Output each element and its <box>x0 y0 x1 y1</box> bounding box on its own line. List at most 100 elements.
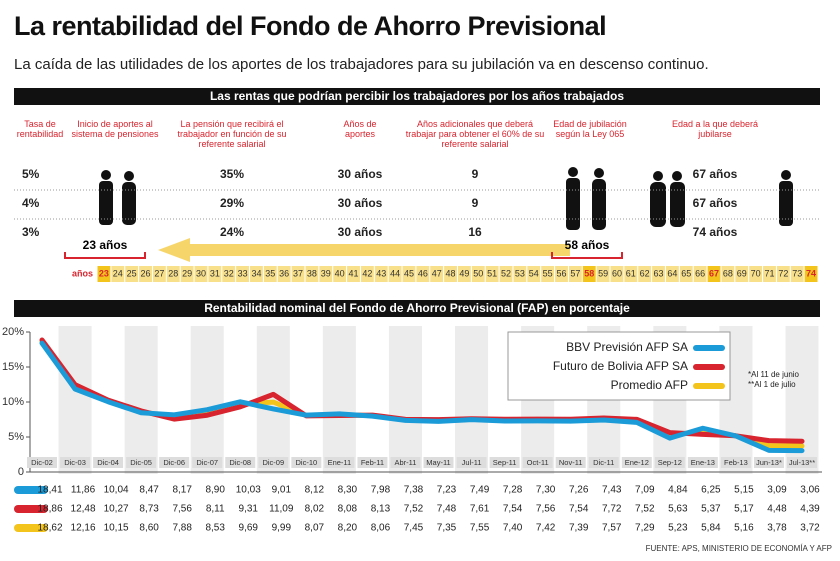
age-cell <box>485 266 499 282</box>
age-cell <box>499 266 513 282</box>
note: *Al 11 de junio <box>748 370 800 379</box>
series-line <box>39 340 805 454</box>
value-label: 7,88 <box>172 523 192 534</box>
age-cell <box>776 266 790 282</box>
value-label: 8,02 <box>305 504 325 515</box>
age: 67 <box>709 268 719 278</box>
age: 62 <box>640 268 650 278</box>
category-box <box>357 457 388 468</box>
age-cell <box>333 266 347 282</box>
x-tick-label: Jun-13* <box>756 458 782 467</box>
x-tick-label: Dic-02 <box>31 458 53 467</box>
y-tick-label: 0 <box>18 466 24 478</box>
value-label: 8,73 <box>139 504 159 515</box>
age-cell <box>416 266 430 282</box>
x-tick-label: Oct-11 <box>527 458 549 467</box>
x-tick-label: Sep-11 <box>493 458 517 467</box>
age-cell <box>277 266 291 282</box>
x-tick-label: Dic-05 <box>130 458 152 467</box>
value-label: 5,63 <box>668 504 688 515</box>
category-box <box>621 457 652 468</box>
silhouettes <box>99 167 793 230</box>
x-tick-label: Ene-13 <box>691 458 715 467</box>
age: 60 <box>612 268 622 278</box>
column-header: Edad a la que deberá jubilarse <box>671 119 759 139</box>
x-tick-label: Feb-11 <box>361 458 384 467</box>
column-header: Años de aportes <box>343 119 377 139</box>
category-box <box>93 457 124 468</box>
value-label: 4,39 <box>800 504 820 515</box>
age-cell <box>707 266 721 282</box>
age-cell <box>305 266 319 282</box>
section-title: Las rentas que podrían percibir los trab… <box>210 89 624 103</box>
age-cell <box>111 266 125 282</box>
age: 32 <box>224 268 234 278</box>
category-box <box>588 457 619 468</box>
age-cell <box>638 266 652 282</box>
age-axis-label: años <box>72 268 93 278</box>
value-label: 7,56 <box>536 504 556 515</box>
column-header: Tasa de rentabilidad <box>16 119 64 139</box>
age-cell <box>125 266 139 282</box>
table-cell: 74 años <box>693 225 738 239</box>
legend-label: BBV Previsión AFP SA <box>566 340 688 354</box>
age: 33 <box>238 268 248 278</box>
age: 28 <box>168 268 178 278</box>
table-cell: 67 años <box>693 196 738 210</box>
age: 31 <box>210 268 220 278</box>
subtitle: La caída de las utilidades de los aporte… <box>14 56 709 73</box>
age-cell <box>513 266 527 282</box>
age-cell <box>97 266 111 282</box>
value-label: 7,26 <box>569 485 589 496</box>
value-label: 10,15 <box>104 523 129 534</box>
age-cell <box>139 266 152 282</box>
value-label: 8,06 <box>371 523 391 534</box>
age: 56 <box>556 268 566 278</box>
value-label: 7,54 <box>569 504 589 515</box>
band <box>455 326 489 474</box>
age-cell <box>374 266 388 282</box>
value-label: 8,08 <box>338 504 358 515</box>
value-label: 7,28 <box>503 485 523 496</box>
age: 70 <box>751 268 761 278</box>
age: 63 <box>654 268 664 278</box>
band <box>58 326 92 474</box>
age-cell <box>541 266 555 282</box>
value-label: 9,99 <box>272 523 292 534</box>
age-cell <box>555 266 568 282</box>
y-tick-label: 15% <box>2 361 24 373</box>
table-cell: 4% <box>22 196 40 210</box>
value-label: 7,38 <box>404 485 424 496</box>
age: 66 <box>695 268 705 278</box>
age-cell <box>152 266 166 282</box>
age: 55 <box>543 268 553 278</box>
x-tick-label: Dic-08 <box>229 458 251 467</box>
category-box <box>687 457 718 468</box>
value-label: 5,15 <box>734 485 754 496</box>
value-label: 7,42 <box>536 523 556 534</box>
legend-label: Futuro de Bolivia AFP SA <box>553 359 688 373</box>
age-cell <box>180 266 194 282</box>
age-cell <box>763 266 776 282</box>
column-header: La pensión que recibirá el trabajador en… <box>177 119 287 149</box>
value-label: 6,25 <box>701 485 721 496</box>
age: 52 <box>501 268 511 278</box>
value-label: 11,09 <box>269 504 294 515</box>
legend-box <box>507 331 731 401</box>
value-label: 3,06 <box>800 485 820 496</box>
age-cell <box>471 266 485 282</box>
age: 42 <box>362 268 372 278</box>
age: 44 <box>390 268 400 278</box>
age-cell <box>665 266 679 282</box>
value-label: 8,30 <box>338 485 358 496</box>
table-cell: 9 <box>472 196 479 210</box>
x-tick-label: Sep-12 <box>658 458 682 467</box>
value-label: 10,04 <box>104 485 129 496</box>
category-box <box>423 457 454 468</box>
age: 30 <box>196 268 206 278</box>
age-cell <box>166 266 180 282</box>
value-label: 8,17 <box>172 485 192 496</box>
age-cell <box>804 266 818 282</box>
age: 68 <box>723 268 733 278</box>
table-cell: 16 <box>468 225 482 239</box>
